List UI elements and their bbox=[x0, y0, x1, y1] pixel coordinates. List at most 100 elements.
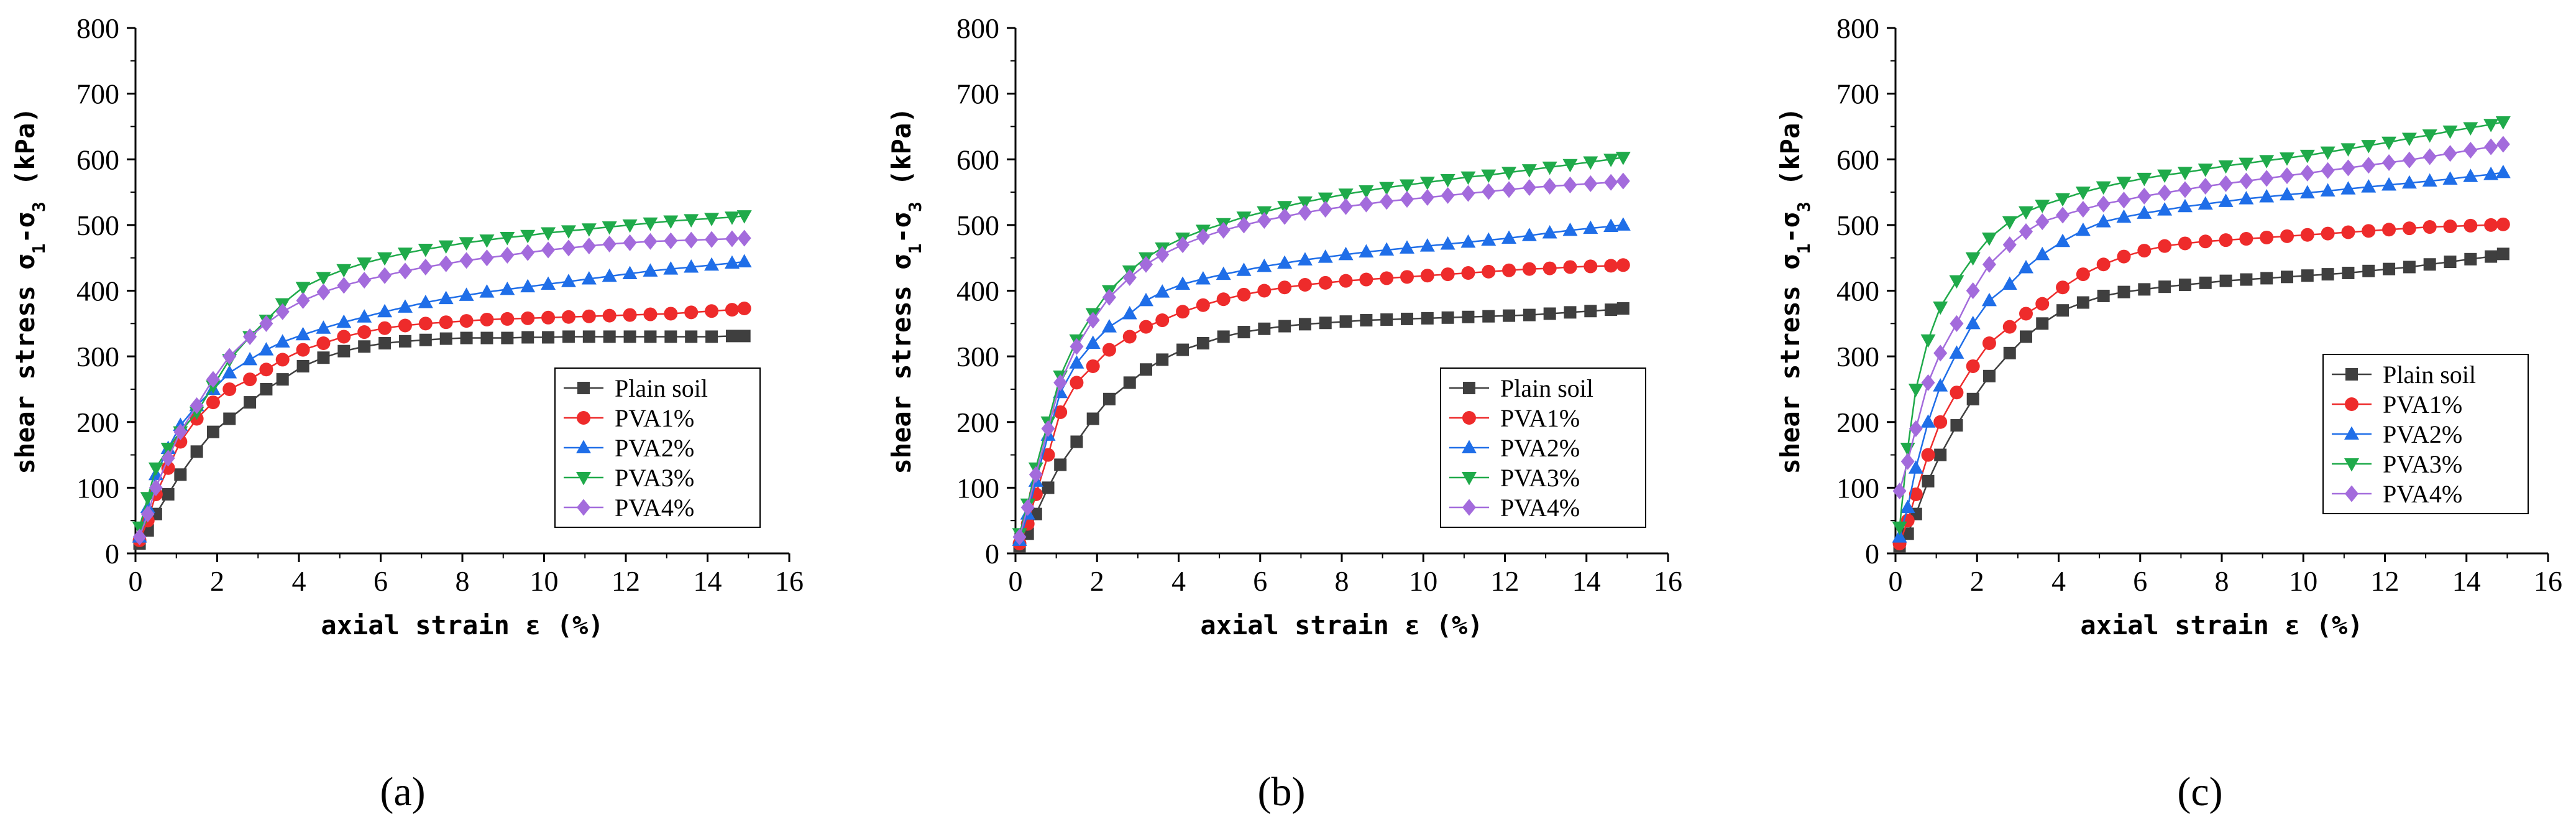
series-pva4 bbox=[1012, 172, 1630, 546]
data-point bbox=[2402, 221, 2416, 236]
series-line bbox=[1019, 264, 1623, 544]
y-tick-label: 100 bbox=[76, 472, 119, 504]
legend-marker bbox=[2345, 485, 2358, 502]
data-point bbox=[1933, 301, 1948, 315]
legend-marker bbox=[2344, 458, 2359, 472]
data-point bbox=[1139, 320, 1153, 334]
data-point bbox=[725, 303, 739, 317]
data-point bbox=[1419, 177, 1435, 190]
panel-label: (c) bbox=[2177, 769, 2222, 815]
data-point bbox=[2219, 175, 2233, 192]
data-point bbox=[2485, 250, 2498, 263]
series-line bbox=[139, 335, 745, 544]
legend-entry-label: PVA1% bbox=[615, 404, 694, 432]
data-point bbox=[243, 328, 257, 345]
data-point bbox=[2401, 175, 2417, 189]
data-point bbox=[2056, 206, 2070, 224]
data-point bbox=[438, 240, 454, 254]
data-point bbox=[2056, 280, 2070, 295]
data-point bbox=[1400, 270, 1414, 284]
data-point bbox=[622, 219, 638, 233]
series-plainsoil bbox=[1893, 247, 2510, 553]
data-point bbox=[2422, 220, 2437, 234]
data-point bbox=[1278, 280, 1292, 295]
data-point bbox=[337, 277, 351, 294]
data-point bbox=[2019, 260, 2033, 274]
data-point bbox=[2496, 136, 2510, 153]
series-plainsoil bbox=[1013, 302, 1629, 553]
data-point bbox=[1922, 474, 1935, 487]
data-point bbox=[704, 213, 720, 226]
data-point bbox=[2281, 270, 2293, 284]
data-point bbox=[561, 225, 576, 239]
data-point bbox=[479, 284, 495, 298]
y-tick-label: 400 bbox=[76, 275, 119, 307]
legend-entry-label: PVA2% bbox=[1500, 434, 1580, 462]
data-point bbox=[2239, 191, 2254, 205]
data-point bbox=[521, 331, 534, 344]
data-point bbox=[1101, 319, 1117, 333]
data-point bbox=[1481, 232, 1497, 246]
data-point bbox=[1982, 369, 1996, 382]
data-point bbox=[1257, 258, 1272, 272]
data-point bbox=[1460, 234, 1476, 248]
data-point bbox=[2003, 346, 2016, 359]
data-point bbox=[2422, 129, 2437, 143]
data-point bbox=[561, 310, 575, 324]
data-point bbox=[1900, 453, 1915, 470]
y-tick-label: 600 bbox=[956, 144, 999, 175]
data-point bbox=[397, 247, 413, 261]
data-point bbox=[2138, 283, 2151, 296]
data-point bbox=[1053, 374, 1068, 391]
data-point bbox=[1921, 374, 1935, 391]
data-point bbox=[1441, 267, 1455, 282]
data-point bbox=[1441, 187, 1455, 204]
data-point bbox=[377, 303, 393, 318]
data-point bbox=[1440, 236, 1455, 250]
data-point bbox=[418, 243, 433, 257]
data-point bbox=[2137, 244, 2152, 258]
data-point bbox=[1892, 521, 1907, 535]
data-point bbox=[1909, 420, 1923, 437]
data-point bbox=[2321, 226, 2335, 241]
x-tick-label: 12 bbox=[1491, 565, 1519, 597]
legend-marker bbox=[576, 472, 591, 486]
data-point bbox=[1616, 172, 1630, 190]
data-point bbox=[1380, 271, 1394, 285]
data-point bbox=[1564, 306, 1577, 319]
data-point bbox=[149, 479, 163, 496]
x-tick-label: 16 bbox=[2534, 565, 2562, 597]
data-point bbox=[259, 363, 273, 377]
data-point bbox=[1237, 216, 1251, 234]
data-point bbox=[2117, 249, 2131, 264]
data-point bbox=[317, 351, 330, 364]
data-point bbox=[1604, 173, 1618, 191]
data-point bbox=[1319, 316, 1332, 330]
x-tick-label: 6 bbox=[1253, 565, 1267, 597]
data-point bbox=[1217, 330, 1230, 343]
data-point bbox=[1543, 307, 1556, 320]
data-point bbox=[582, 238, 596, 255]
data-point bbox=[602, 308, 616, 323]
data-point bbox=[1950, 386, 1964, 400]
data-point bbox=[357, 309, 372, 323]
data-point bbox=[1502, 181, 1516, 198]
data-point bbox=[2019, 206, 2033, 220]
data-point bbox=[2002, 236, 2017, 254]
data-point bbox=[2178, 278, 2191, 291]
data-point bbox=[2116, 209, 2132, 223]
data-point bbox=[2199, 276, 2212, 289]
data-point bbox=[1584, 305, 1597, 318]
y-axis-label-part: shear stress σ bbox=[1775, 254, 1805, 474]
legend-marker bbox=[1462, 440, 1477, 453]
series-pva4 bbox=[132, 229, 751, 546]
data-point bbox=[2239, 232, 2253, 246]
data-point bbox=[480, 249, 494, 267]
x-axis-label: axial strain ε (%) bbox=[2080, 610, 2363, 640]
data-point bbox=[480, 331, 493, 344]
data-point bbox=[1563, 176, 1577, 193]
data-point bbox=[2321, 268, 2334, 281]
data-point bbox=[684, 231, 699, 249]
chart-panel-3: 0 2 4 6 8 10 12 14 16 0 100 200 300 400 500 600 700 800 ax… bbox=[1775, 12, 2562, 640]
data-point bbox=[2320, 183, 2335, 196]
